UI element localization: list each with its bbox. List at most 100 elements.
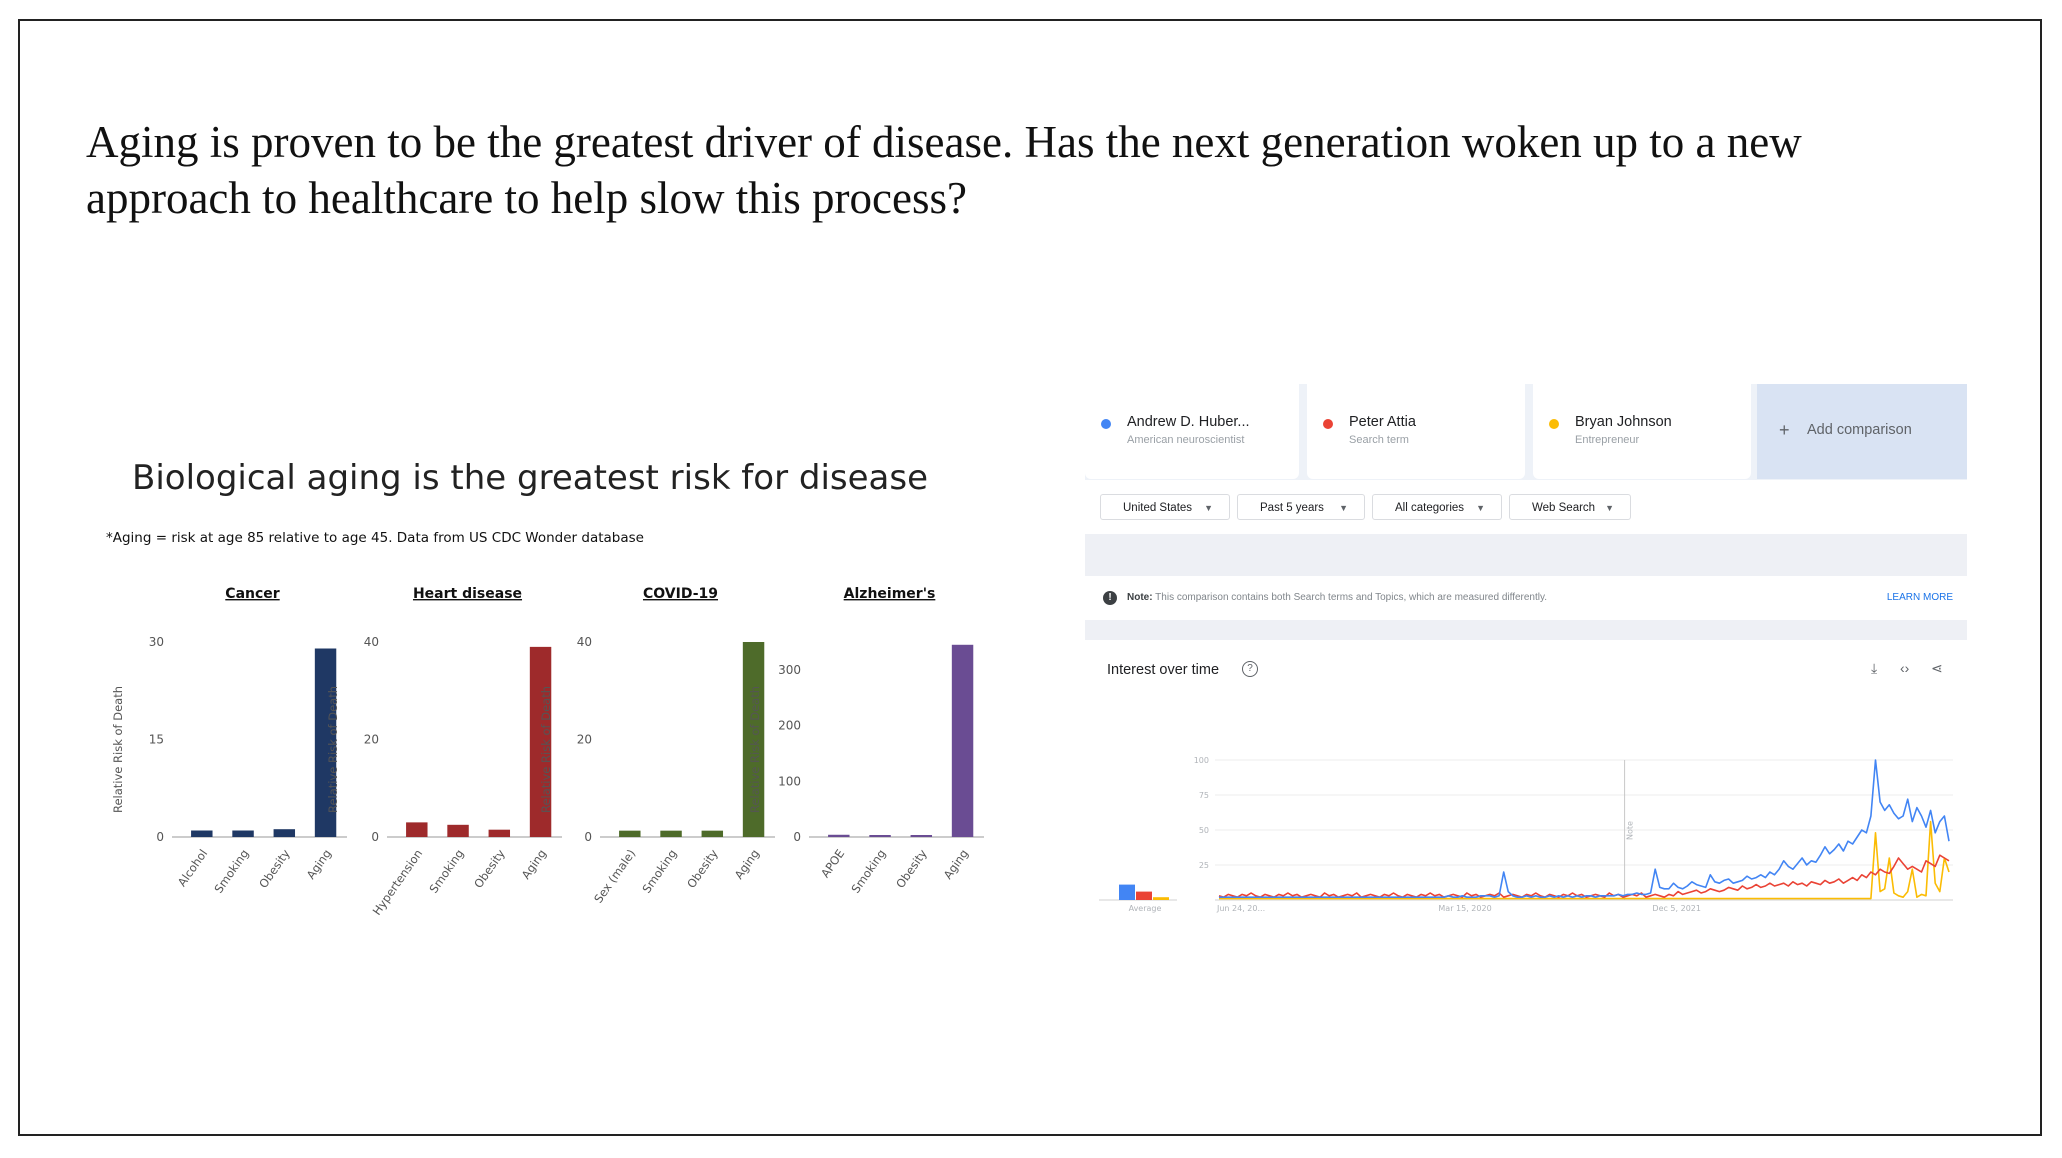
x-category-label: Smoking	[211, 847, 251, 896]
x-category-label: Smoking	[848, 847, 888, 896]
bar-chart-0: Cancer Relative Risk of Death 0 15 30 Alcohol…	[111, 586, 347, 896]
y-tick-label: 40	[364, 635, 379, 649]
term-card-huberman[interactable]: Andrew D. Huber... American neuroscienti…	[1085, 384, 1299, 479]
filter-time-dropdown[interactable]: Past 5 years ▼	[1237, 494, 1365, 520]
x-category-label: Aging	[304, 847, 334, 882]
x-category-label: Sex (male)	[591, 847, 638, 906]
y-tick-label: 30	[149, 635, 164, 649]
x-category-label: Aging	[519, 847, 549, 882]
chart-title: Heart disease	[413, 586, 522, 602]
series-line	[1218, 854, 1950, 898]
dropdown-caret-icon: ▼	[1605, 503, 1614, 513]
bar-aging	[742, 642, 765, 837]
bar-aging	[529, 646, 552, 837]
y-axis-label: Relative Risk of Death	[539, 686, 553, 813]
bar-aging	[951, 644, 974, 837]
filter-label: Past 5 years	[1260, 502, 1324, 514]
dropdown-caret-icon: ▼	[1339, 503, 1348, 513]
share-icon[interactable]: ⋖	[1931, 660, 1943, 676]
y-axis-label: Relative Risk of Death	[748, 686, 762, 813]
y-tick-label: 40	[577, 635, 592, 649]
average-bar	[1153, 897, 1169, 900]
y-tick-label: 100	[778, 774, 801, 788]
filter-category-dropdown[interactable]: All categories ▼	[1372, 494, 1502, 520]
term-name: Peter Attia	[1349, 414, 1416, 430]
y-tick-label: 0	[584, 830, 592, 844]
filter-label: United States	[1123, 502, 1193, 514]
note-label: Note:	[1127, 592, 1153, 603]
separator-band	[1085, 620, 1967, 640]
bar-chart-3: Alzheimer's Relative Risk of Death 0 100 200…	[748, 586, 984, 896]
learn-more-link[interactable]: LEARN MORE	[1886, 592, 1953, 603]
bar-obesity	[488, 829, 511, 837]
x-category-label: APOE	[818, 847, 847, 881]
bar-obesity	[910, 835, 933, 837]
filter-region-dropdown[interactable]: United States ▼	[1100, 494, 1230, 520]
note-bar: ! Note: This comparison contains both Se…	[1085, 576, 1967, 620]
series-line	[1219, 759, 1950, 898]
interest-over-time-chart: 25 50 75 100 Jun 24, 20... Mar 15, 2020 Dec 5,…	[1099, 756, 1953, 913]
help-icon[interactable]: ?	[1242, 661, 1258, 677]
note-text: Note: This comparison contains both Sear…	[1127, 592, 1547, 603]
y-tick-label: 25	[1199, 861, 1209, 870]
term-subtitle: American neuroscientist	[1127, 434, 1245, 446]
filter-search-type-dropdown[interactable]: Web Search ▼	[1509, 494, 1631, 520]
chart-title: COVID-19	[643, 586, 718, 602]
bar-sex-male-	[619, 830, 641, 837]
average-bar	[1119, 884, 1135, 900]
y-tick-label: 0	[156, 830, 164, 844]
bar-smoking	[660, 830, 682, 837]
google-trends-panel: Andrew D. Huber... American neuroscienti…	[1085, 384, 1967, 964]
filter-label: All categories	[1395, 502, 1465, 514]
x-category-label: Hypertension	[370, 847, 426, 918]
y-tick-label: 200	[778, 719, 801, 733]
term-color-dot	[1101, 419, 1111, 429]
term-color-dot	[1549, 419, 1559, 429]
bar-aging	[314, 648, 337, 837]
note-body: This comparison contains both Search ter…	[1155, 592, 1548, 603]
embed-icon[interactable]: ‹›	[1900, 660, 1910, 676]
term-card-attia[interactable]: Peter Attia Search term	[1307, 384, 1525, 479]
filter-label: Web Search	[1532, 502, 1596, 514]
series-line	[1219, 820, 1950, 900]
y-tick-label: 300	[778, 663, 801, 677]
comparison-terms: Andrew D. Huber... American neuroscienti…	[1085, 384, 1967, 480]
term-card-johnson[interactable]: Bryan Johnson Entrepreneur	[1533, 384, 1751, 479]
left-panel-note: *Aging = risk at age 85 relative to age …	[106, 530, 644, 546]
x-category-label: Alcohol	[175, 847, 211, 889]
bar-smoking	[232, 830, 254, 837]
chart-title: Alzheimer's	[844, 586, 936, 602]
dropdown-caret-icon: ▼	[1476, 503, 1485, 513]
bar-hypertension	[406, 822, 428, 837]
add-comparison-label: Add comparison	[1807, 422, 1912, 438]
risk-bar-charts: Cancer Relative Risk of Death 0 15 30 Alcohol…	[111, 586, 984, 918]
bar-alcohol	[191, 830, 213, 837]
slide-headline: Aging is proven to be the greatest drive…	[86, 117, 1802, 223]
x-category-label: Aging	[941, 847, 971, 882]
download-icon[interactable]: ⤓	[1871, 660, 1878, 676]
info-icon: !	[1103, 591, 1117, 605]
y-axis-label: Relative Risk of Death	[111, 686, 125, 813]
average-label: Average	[1129, 904, 1162, 913]
left-panel-title: Biological aging is the greatest risk fo…	[132, 458, 928, 498]
y-tick-label: 15	[149, 733, 164, 747]
bar-obesity	[701, 830, 724, 837]
x-category-label: Obesity	[893, 847, 930, 891]
note-annotation-label: Note	[1626, 821, 1635, 840]
x-tick-label: Jun 24, 20...	[1216, 904, 1265, 913]
term-name: Bryan Johnson	[1575, 414, 1672, 430]
x-tick-label: Dec 5, 2021	[1652, 904, 1701, 913]
dropdown-caret-icon: ▼	[1204, 503, 1213, 513]
y-axis-label: Relative Risk of Death	[326, 686, 340, 813]
chart-title: Cancer	[225, 586, 279, 602]
bar-chart-1: Heart disease Relative Risk of Death 0 20 40…	[326, 586, 562, 918]
x-category-label: Obesity	[471, 847, 508, 891]
x-category-label: Smoking	[639, 847, 679, 896]
term-subtitle: Entrepreneur	[1575, 434, 1640, 446]
bar-apoe	[828, 834, 850, 837]
term-name: Andrew D. Huber...	[1127, 414, 1250, 430]
add-comparison-button[interactable]: + Add comparison	[1757, 384, 1967, 479]
average-bar	[1136, 891, 1152, 900]
term-subtitle: Search term	[1349, 434, 1409, 446]
y-tick-label: 0	[793, 830, 801, 844]
